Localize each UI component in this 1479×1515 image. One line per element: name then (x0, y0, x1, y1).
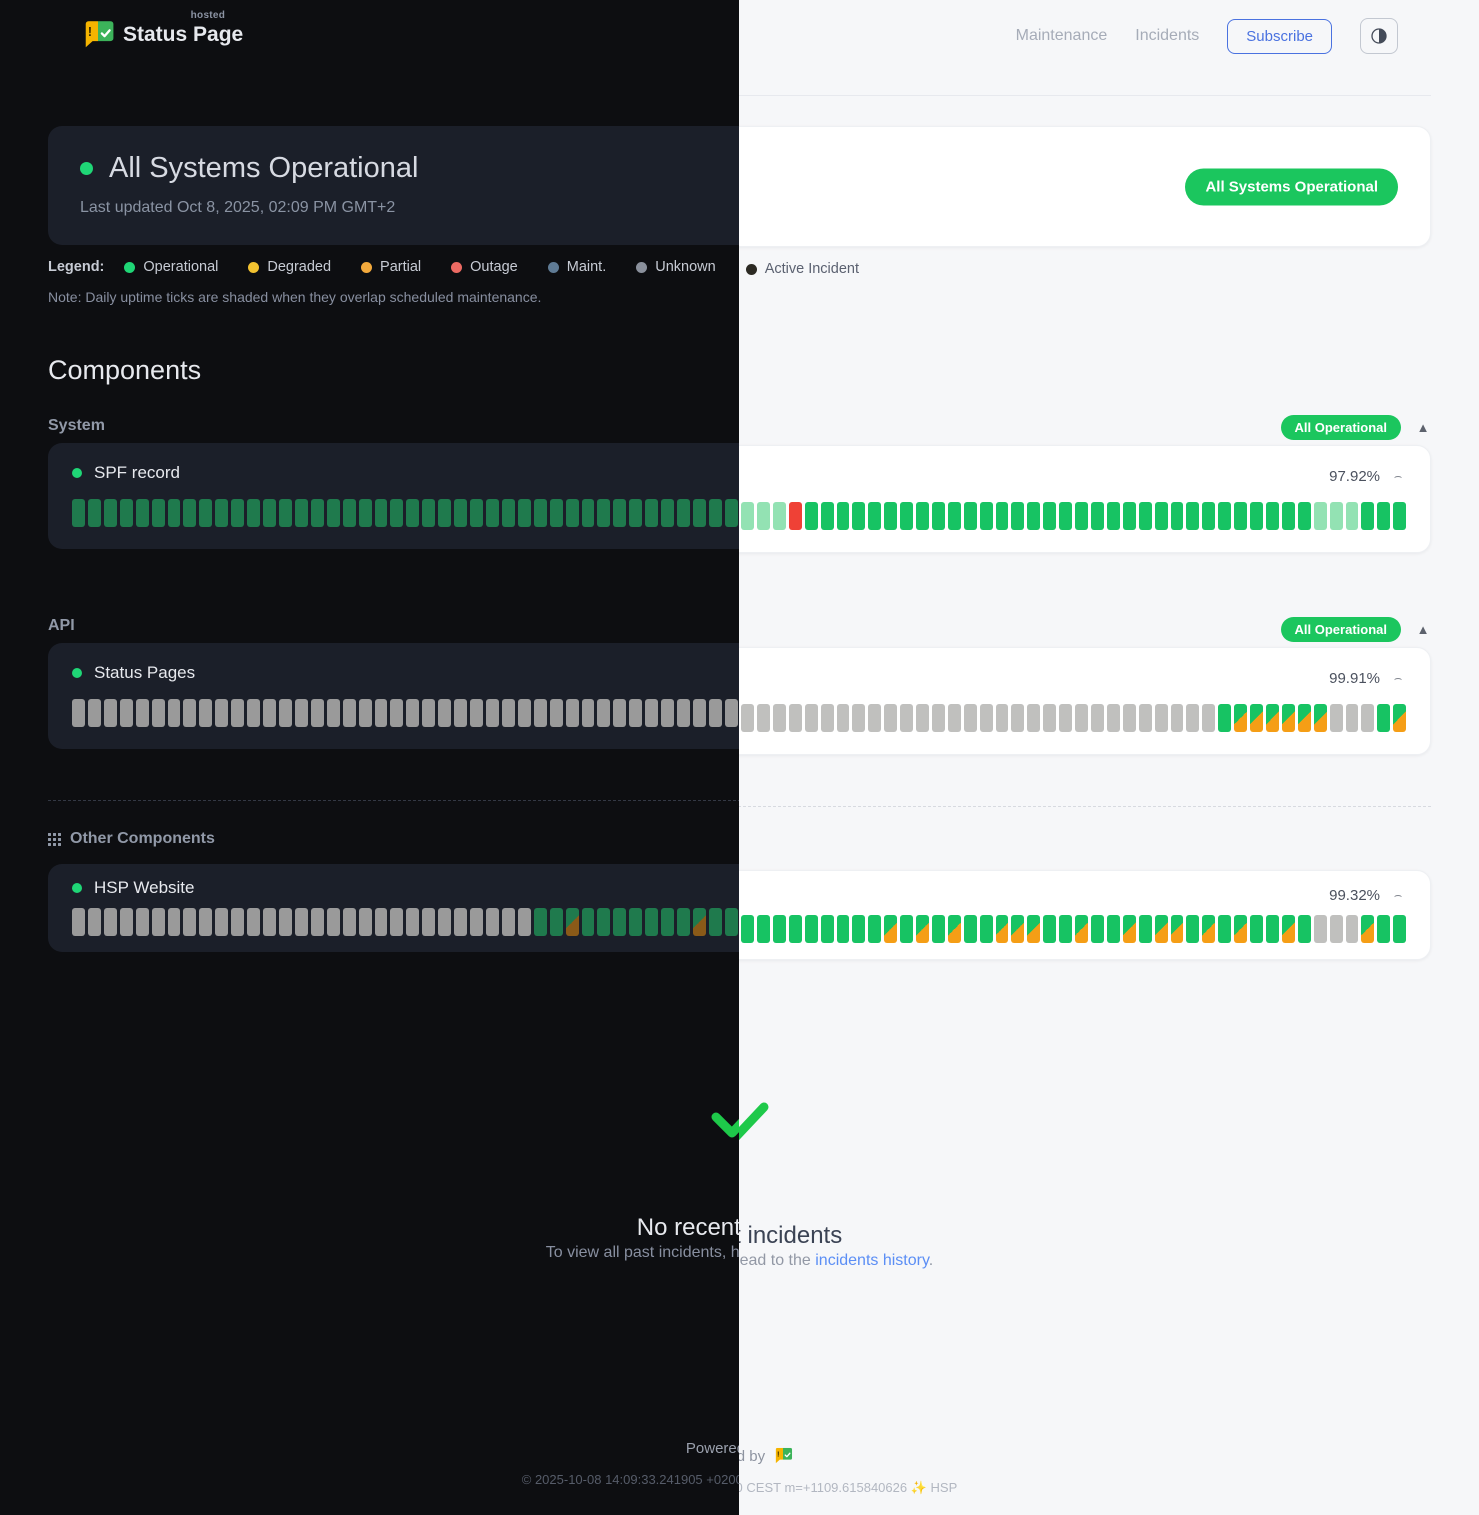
svg-text:!: ! (777, 1450, 780, 1459)
svg-text:!: ! (88, 24, 92, 39)
